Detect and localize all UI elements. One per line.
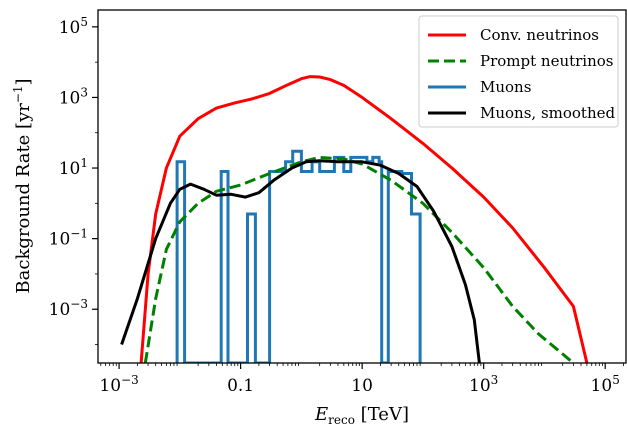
y-axis-label: Background Rate [yr−1]	[11, 78, 34, 293]
y-tick-label: 10−1	[49, 227, 88, 250]
x-axis: 10−3 0.1 10 103 105	[99, 363, 624, 396]
series-line-2	[175, 149, 422, 363]
series-layer	[120, 75, 589, 363]
y-tick-label: 101	[59, 156, 88, 179]
x-tick-label: 105	[591, 373, 620, 396]
legend-box	[418, 15, 619, 128]
legend-label: Conv. neutrinos	[480, 26, 599, 44]
series-line-3	[120, 159, 481, 363]
y-axis: 10−3 10−1 101 103 105	[49, 15, 98, 345]
y-tick-label: 103	[59, 85, 88, 108]
series-line-0	[139, 75, 589, 363]
legend-label: Prompt neutrinos	[480, 52, 614, 70]
legend: Conv. neutrinos Prompt neutrinos Muons Muon…	[418, 15, 619, 128]
y-tick-label: 10−3	[49, 297, 88, 320]
y-tick-label: 105	[59, 15, 88, 38]
legend-label: Muons	[480, 78, 531, 96]
x-tick-label: 10	[351, 376, 373, 396]
x-tick-label: 10−3	[99, 373, 138, 396]
series-line-1	[143, 155, 575, 363]
x-axis-label: Ereco [TeV]	[314, 404, 409, 427]
x-tick-label: 0.1	[227, 376, 254, 396]
x-tick-label: 103	[469, 373, 498, 396]
legend-label: Muons, smoothed	[480, 104, 615, 122]
